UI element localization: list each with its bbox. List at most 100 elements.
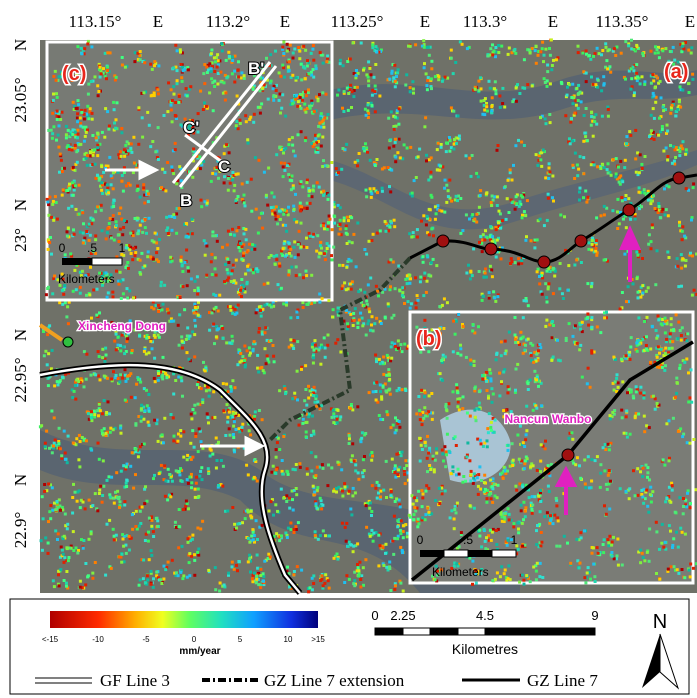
pixel	[456, 387, 459, 390]
pixel	[590, 163, 593, 166]
pixel	[322, 224, 325, 227]
pixel	[181, 577, 184, 580]
pixel	[98, 489, 101, 492]
pixel	[182, 508, 185, 511]
pixel	[305, 404, 308, 407]
pixel	[343, 281, 346, 284]
pixel	[287, 173, 290, 176]
pixel	[345, 522, 348, 525]
pixel	[353, 460, 356, 463]
pixel	[55, 79, 58, 82]
pixel	[376, 497, 379, 500]
pixel	[304, 364, 307, 367]
pixel	[368, 308, 371, 311]
pixel	[416, 236, 419, 239]
pixel	[277, 283, 280, 286]
pixel	[295, 77, 298, 80]
pixel	[207, 472, 210, 475]
pixel	[458, 473, 461, 476]
pixel	[131, 451, 134, 454]
pixel	[480, 100, 483, 103]
pixel	[311, 343, 314, 346]
pixel	[367, 103, 370, 106]
pixel	[52, 93, 55, 96]
pixel	[689, 396, 692, 399]
pixel	[517, 139, 520, 142]
pixel	[529, 52, 532, 55]
pixel	[386, 413, 389, 416]
pixel	[401, 294, 404, 297]
pixel	[555, 58, 558, 61]
pixel	[172, 393, 175, 396]
pixel	[444, 179, 447, 182]
pixel	[57, 442, 60, 445]
pixel	[496, 295, 499, 298]
pixel	[243, 201, 246, 204]
pixel	[115, 118, 118, 121]
pixel	[548, 113, 551, 116]
pixel	[370, 73, 373, 76]
pixel	[216, 53, 219, 56]
pixel	[440, 359, 443, 362]
pixel	[123, 500, 126, 503]
pixel	[352, 233, 355, 236]
pixel	[430, 67, 433, 70]
pixel	[239, 289, 242, 292]
pixel	[320, 126, 323, 129]
pixel	[361, 324, 364, 327]
pixel	[65, 133, 68, 136]
pixel	[79, 231, 82, 234]
pixel	[291, 74, 294, 77]
pixel	[466, 412, 469, 415]
pixel	[547, 287, 550, 290]
pixel	[388, 147, 391, 150]
pixel	[47, 384, 50, 387]
pixel	[283, 76, 286, 79]
pixel	[318, 186, 321, 189]
pixel	[106, 296, 109, 299]
pixel	[440, 210, 443, 213]
pixel	[423, 319, 426, 322]
pixel	[349, 84, 352, 87]
pixel	[445, 150, 448, 153]
pixel	[162, 356, 165, 359]
pixel	[79, 286, 82, 289]
pixel	[296, 340, 299, 343]
pixel	[629, 88, 632, 91]
pixel	[639, 296, 642, 299]
pixel	[262, 369, 265, 372]
pixel	[318, 293, 321, 296]
pixel	[76, 552, 79, 555]
pixel	[425, 159, 428, 162]
pixel	[337, 307, 340, 310]
pixel	[400, 519, 403, 522]
pixel	[317, 134, 320, 137]
pixel	[332, 308, 335, 311]
pixel	[389, 359, 392, 362]
pixel	[166, 110, 169, 113]
pixel	[209, 448, 212, 451]
pixel	[399, 343, 402, 346]
pixel	[186, 454, 189, 457]
pixel	[552, 200, 555, 203]
pixel	[118, 381, 121, 384]
pixel	[364, 142, 367, 145]
pixel	[112, 295, 115, 298]
pixel	[341, 522, 344, 525]
pixel	[50, 129, 53, 132]
pixel	[179, 571, 182, 574]
pixel	[106, 523, 109, 526]
pixel	[254, 156, 257, 159]
pixel	[669, 112, 672, 115]
pixel	[577, 84, 580, 87]
pixel	[687, 401, 690, 404]
pixel	[283, 169, 286, 172]
pixel	[425, 291, 428, 294]
pixel	[347, 219, 350, 222]
pixel	[170, 104, 173, 107]
pixel	[178, 470, 181, 473]
pixel	[61, 111, 64, 114]
pixel	[266, 358, 269, 361]
pixel	[56, 500, 59, 503]
pixel	[139, 510, 142, 513]
